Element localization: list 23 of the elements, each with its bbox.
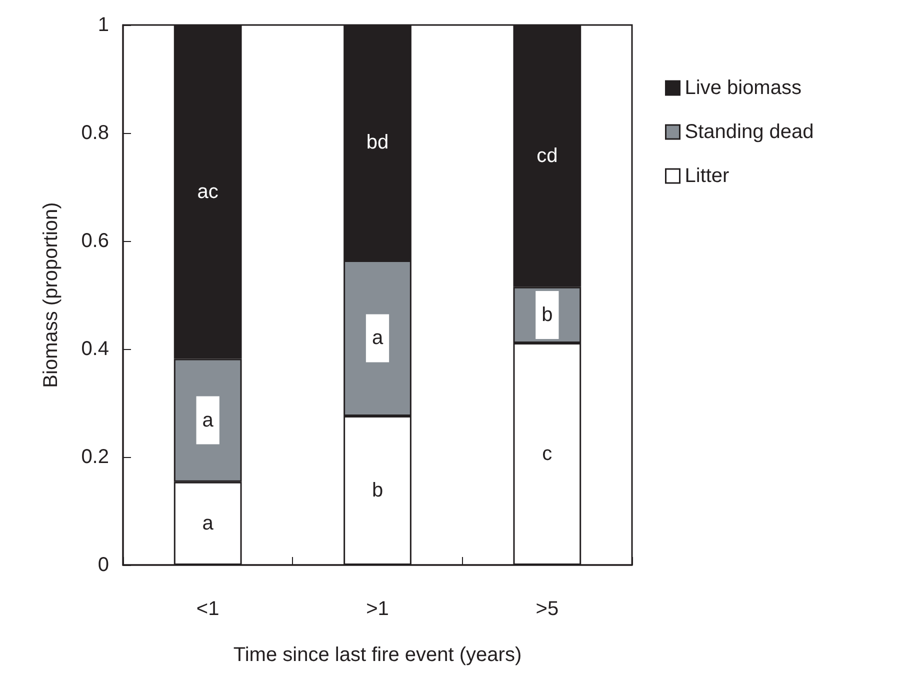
legend-label: Litter bbox=[684, 165, 730, 187]
x-tick-label: >1 bbox=[366, 598, 389, 620]
x-tick-label: <1 bbox=[196, 598, 220, 620]
y-axis-title: Biomass (proportion) bbox=[40, 202, 62, 388]
y-tick-label: 0.8 bbox=[81, 122, 109, 144]
x-tick-label: >5 bbox=[536, 598, 559, 620]
data-label: bd bbox=[366, 132, 389, 154]
y-tick-label: 1 bbox=[98, 14, 109, 36]
x-axis-title: Time since last fire event (years) bbox=[233, 644, 522, 666]
data-label: a bbox=[372, 327, 384, 350]
data-label: c bbox=[542, 443, 552, 466]
data-label: ac bbox=[197, 180, 218, 203]
data-label: cd bbox=[536, 144, 558, 167]
data-label: b bbox=[372, 479, 384, 502]
data-label: a bbox=[202, 409, 214, 432]
y-tick-label: 0.2 bbox=[81, 446, 109, 468]
y-tick-label: 0.6 bbox=[81, 230, 109, 252]
y-tick-label: 0.4 bbox=[81, 338, 109, 360]
data-label: a bbox=[202, 512, 214, 534]
data-label: b bbox=[542, 304, 553, 326]
y-tick-label: 0 bbox=[98, 554, 109, 576]
legend-label: Live biomass bbox=[684, 77, 802, 99]
legend-label: Standing dead bbox=[684, 121, 814, 143]
